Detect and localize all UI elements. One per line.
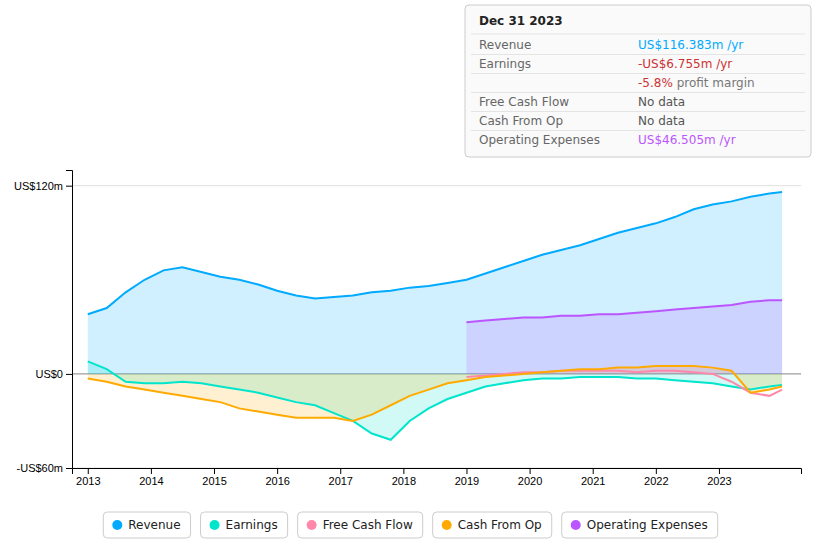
info-value: US$46.505m /yr: [638, 133, 736, 147]
legend-item: Free Cash Flow: [298, 512, 423, 538]
tick-mark: [66, 374, 72, 375]
tick: 2021: [581, 468, 605, 487]
axis-domain: [66, 171, 73, 469]
tick-mark: [66, 468, 72, 469]
tick-mark: [593, 468, 594, 474]
axis-domain: [73, 469, 802, 475]
tick-mark: [340, 468, 341, 474]
legend-box: [103, 512, 190, 538]
separator: [471, 73, 805, 74]
info-box-frame: [465, 5, 811, 157]
area: [466, 300, 782, 374]
tick-label: 2023: [707, 475, 731, 487]
grid-line: [72, 185, 801, 186]
tick-label: 2019: [455, 475, 479, 487]
legend-swatch: [571, 520, 581, 530]
tick: 2015: [202, 468, 226, 487]
tick: US$120m: [14, 180, 72, 192]
legend-box: [298, 512, 423, 538]
tick: -US$60m: [17, 462, 72, 474]
tick: 2017: [329, 468, 353, 487]
info-label: Operating Expenses: [479, 133, 600, 147]
tick-label: 2015: [202, 475, 226, 487]
tick: 2018: [392, 468, 416, 487]
plot-area: [88, 192, 782, 440]
chart: 2013 2014 2015 2016 2017 2018 2019 2020 2021 2022…: [0, 0, 821, 560]
tick: 2023: [707, 468, 731, 487]
legend-swatch: [442, 520, 452, 530]
info-value: US$116.383m /yr: [638, 38, 743, 52]
legend-item: Earnings: [201, 512, 288, 538]
legend-label: Earnings: [226, 518, 278, 532]
legend-item: Cash From Op: [433, 512, 552, 538]
tick: 2014: [139, 468, 163, 487]
tick-mark: [214, 468, 215, 474]
tick-mark: [530, 468, 531, 474]
info-label: Cash From Op: [479, 114, 563, 128]
info-value: No data: [638, 114, 685, 128]
separator: [471, 92, 805, 93]
line: [466, 300, 782, 322]
legend-item: Revenue: [103, 512, 190, 538]
legend-label: Operating Expenses: [587, 518, 708, 532]
info-suffix: profit margin: [673, 76, 755, 90]
tick: 2013: [76, 468, 100, 487]
info-value: No data: [638, 95, 685, 109]
legend-swatch: [307, 520, 317, 530]
separator: [471, 130, 805, 131]
tick: 2022: [644, 468, 668, 487]
area: [88, 366, 782, 421]
y-axis: -US$60m US$0 US$120m: [14, 171, 72, 475]
line: [88, 361, 782, 439]
info-value: -5.8%: [638, 76, 673, 90]
legend-box: [562, 512, 718, 538]
line: [88, 192, 782, 314]
tick-label: 2017: [329, 475, 353, 487]
grid: [72, 186, 801, 468]
tick-mark: [403, 468, 404, 474]
separator: [471, 111, 805, 112]
legend-item: Operating Expenses: [562, 512, 718, 538]
tick-label: 2016: [265, 475, 289, 487]
legend-swatch: [112, 520, 122, 530]
legend: Revenue Earnings Free Cash Flow Cash From O…: [103, 512, 717, 538]
info-label: Earnings: [479, 57, 531, 71]
legend-box: [433, 512, 552, 538]
tick-label: 2021: [581, 475, 605, 487]
legend-swatch: [210, 520, 220, 530]
tick-mark: [151, 468, 152, 474]
legend-box: [201, 512, 288, 538]
tick-mark: [66, 186, 72, 187]
legend-label: Cash From Op: [458, 518, 542, 532]
separator: [471, 54, 805, 55]
tick-label: US$120m: [14, 180, 63, 192]
tick-label: 2022: [644, 475, 668, 487]
tick-mark: [466, 468, 467, 474]
tick: 2020: [518, 468, 542, 487]
line: [88, 366, 782, 421]
info-box: Dec 31 2023 Revenue US$116.383m /yr Earning…: [465, 5, 811, 157]
tick-label: 2018: [392, 475, 416, 487]
tick-label: US$0: [35, 368, 63, 380]
tick-label: 2013: [76, 475, 100, 487]
legend-label: Free Cash Flow: [323, 518, 413, 532]
tick-mark: [88, 468, 89, 474]
area: [88, 192, 782, 374]
tick: 2016: [265, 468, 289, 487]
tick-label: -US$60m: [17, 462, 63, 474]
separator: [471, 34, 805, 35]
tick: US$0: [35, 368, 72, 380]
tick-mark: [719, 468, 720, 474]
tick-mark: [656, 468, 657, 474]
tick: 2019: [455, 468, 479, 487]
tick-label: 2020: [518, 475, 542, 487]
legend-label: Revenue: [128, 518, 180, 532]
tick-label: 2014: [139, 475, 163, 487]
info-label: Free Cash Flow: [479, 95, 569, 109]
info-title: Dec 31 2023: [479, 14, 563, 28]
info-label: Revenue: [479, 38, 531, 52]
tick-mark: [277, 468, 278, 474]
x-axis: 2013 2014 2015 2016 2017 2018 2019 2020 2021 2022…: [73, 468, 802, 487]
info-value: -US$6.755m /yr: [638, 57, 732, 71]
